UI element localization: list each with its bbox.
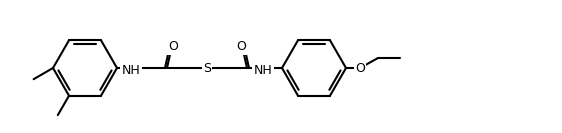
Text: NH: NH bbox=[253, 63, 273, 76]
Text: O: O bbox=[168, 41, 178, 53]
Text: S: S bbox=[203, 61, 211, 74]
Text: O: O bbox=[355, 61, 365, 74]
Text: NH: NH bbox=[121, 63, 140, 76]
Text: O: O bbox=[236, 41, 246, 53]
